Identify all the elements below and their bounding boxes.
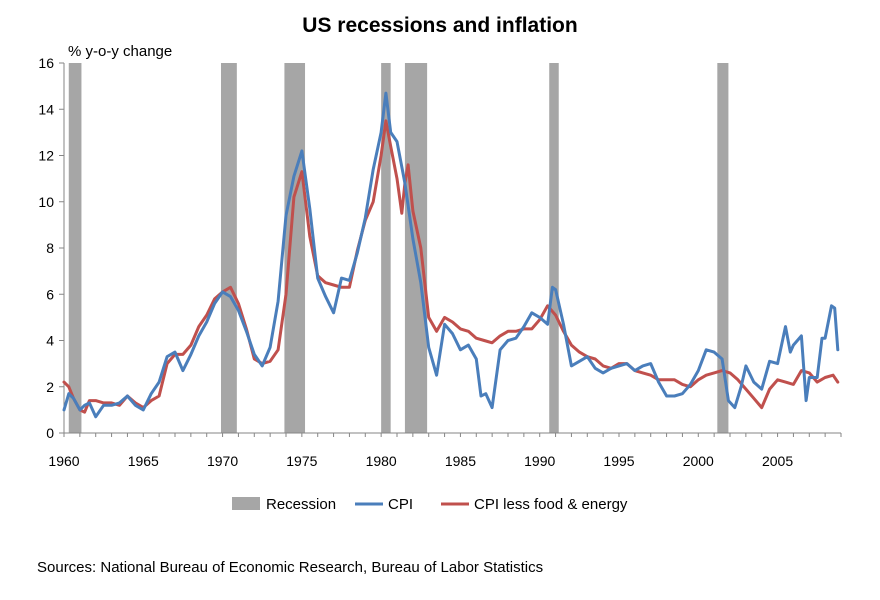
y-tick-label-14: 14 <box>38 101 54 117</box>
x-tick-label-1995: 1995 <box>603 453 634 469</box>
x-tick-label-1965: 1965 <box>128 453 159 469</box>
legend-label-recession: Recession <box>266 496 336 513</box>
legend: Recession CPI CPI less food & energy <box>232 496 628 513</box>
recession-band-2 <box>284 63 306 433</box>
y-tick-label-10: 10 <box>38 194 54 210</box>
y-tick-label-4: 4 <box>46 333 54 349</box>
x-tick-label-1985: 1985 <box>445 453 476 469</box>
axes: 0 2 4 6 8 10 12 14 16 1960 1965 1970 1975 1980 1985 199… <box>38 55 842 469</box>
x-tick-label-1970: 1970 <box>207 453 238 469</box>
x-tick-label-1975: 1975 <box>286 453 317 469</box>
x-tick-label-1990: 1990 <box>524 453 555 469</box>
y-axis-label: % y-o-y change <box>68 43 172 60</box>
legend-label-core: CPI less food & energy <box>474 496 628 513</box>
x-tick-label-1960: 1960 <box>48 453 79 469</box>
recession-band-3 <box>381 63 391 433</box>
x-tick-label-2005: 2005 <box>762 453 793 469</box>
legend-swatch-recession <box>232 497 260 510</box>
recession-band-5 <box>549 63 559 433</box>
series-line-cpi <box>62 91 840 419</box>
recession-band-0 <box>68 63 82 433</box>
y-tick-label-2: 2 <box>46 379 54 395</box>
recession-band-6 <box>717 63 729 433</box>
y-tick-label-16: 16 <box>38 55 54 71</box>
source-note: Sources: National Bureau of Economic Res… <box>37 559 544 576</box>
legend-label-cpi: CPI <box>388 496 413 513</box>
series-lines <box>62 91 840 419</box>
y-tick-label-12: 12 <box>38 148 54 164</box>
recession-band-1 <box>220 63 237 433</box>
recession-bands <box>68 63 729 433</box>
series-line-core-cpi <box>62 119 840 414</box>
chart-title: US recessions and inflation <box>302 14 578 37</box>
x-tick-label-2000: 2000 <box>683 453 714 469</box>
y-tick-label-8: 8 <box>46 240 54 256</box>
y-tick-label-0: 0 <box>46 425 54 441</box>
x-tick-label-1980: 1980 <box>366 453 397 469</box>
y-tick-label-6: 6 <box>46 286 54 302</box>
